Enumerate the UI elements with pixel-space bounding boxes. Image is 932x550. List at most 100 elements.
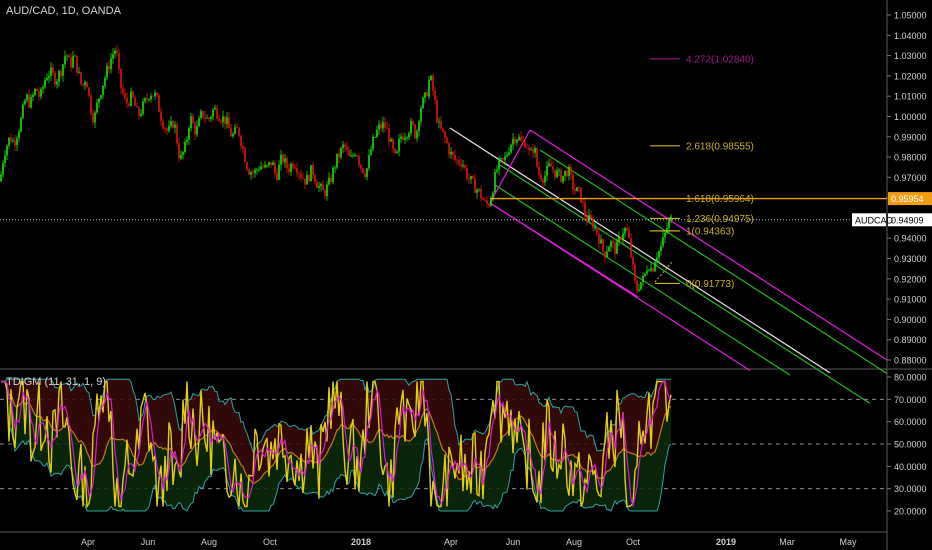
candle-body	[378, 124, 380, 130]
candle-body	[28, 94, 30, 108]
candle-body	[598, 233, 600, 244]
time-tick-label: Mar	[779, 537, 795, 547]
candle-body	[590, 214, 592, 219]
candle-body	[560, 169, 562, 182]
candle-body	[62, 64, 64, 76]
candle-body	[90, 95, 92, 114]
candle-body	[58, 70, 60, 82]
candle-body	[450, 151, 452, 155]
candle-body	[34, 88, 36, 95]
candle-body	[582, 202, 584, 204]
candle-body	[460, 163, 462, 166]
candle-body	[210, 116, 212, 119]
candle-body	[240, 135, 242, 147]
candle-body	[38, 91, 40, 97]
pitchfork-green-line	[539, 149, 888, 375]
candle-body	[452, 151, 454, 155]
candle-body	[420, 108, 422, 122]
candle-body	[658, 251, 660, 258]
candle-body	[234, 127, 236, 134]
candle-body	[328, 177, 330, 185]
candle-body	[408, 133, 410, 138]
price-tick-label: 0.89000	[894, 335, 927, 345]
candle-body	[16, 138, 18, 146]
candle-body	[26, 94, 28, 101]
candle-body	[296, 168, 298, 174]
candle-body	[116, 50, 118, 54]
candle-body	[620, 236, 622, 241]
candle-body	[506, 154, 508, 157]
tdi-lower-band	[1, 381, 672, 512]
candle-body	[604, 251, 606, 258]
candle-body	[74, 55, 76, 57]
candle-body	[530, 149, 532, 151]
candle-body	[198, 118, 200, 127]
candle-body	[286, 158, 288, 169]
candle-body	[440, 121, 442, 129]
candle-body	[102, 85, 104, 96]
candle-body	[330, 177, 332, 182]
alert-price-tag[interactable]	[888, 192, 932, 206]
candle-body	[594, 227, 596, 229]
candle-body	[124, 93, 126, 98]
fib-extension-drawing[interactable]: 4.272(1.02840) 2.618(0.98555) 1.618(0.9596…	[650, 54, 754, 290]
price-tick-label: 1.01000	[894, 92, 927, 102]
candle-body	[290, 164, 292, 172]
candle-body	[228, 117, 230, 128]
time-tick-label: Apr	[444, 537, 458, 547]
candle-body	[402, 136, 404, 140]
candle-body	[68, 55, 70, 58]
candle-body	[566, 170, 568, 177]
candle-body	[410, 121, 412, 134]
candle-body	[608, 246, 610, 252]
candle-body	[502, 158, 504, 160]
candle-body	[354, 155, 356, 157]
candle-body	[360, 165, 362, 169]
candle-body	[538, 166, 540, 175]
candle-body	[516, 139, 518, 143]
candle-body	[652, 268, 654, 272]
candle-body	[320, 184, 322, 187]
candle-body	[640, 282, 642, 290]
candle-body	[630, 237, 632, 257]
candle-body	[392, 138, 394, 149]
candle-body	[574, 189, 576, 192]
candle-body	[488, 204, 490, 206]
fib-level-label: 2.618(0.98555)	[686, 141, 754, 152]
last-price-tag[interactable]	[888, 213, 932, 227]
candle-body	[254, 169, 256, 174]
candle-body	[14, 140, 16, 146]
candle-body	[146, 98, 148, 100]
candle-body	[204, 116, 206, 119]
candle-body	[468, 178, 470, 180]
candle-body	[398, 138, 400, 152]
candle-body	[300, 174, 302, 178]
candle-body	[188, 128, 190, 140]
candle-body	[30, 96, 32, 108]
candle-body	[2, 163, 4, 175]
candle-body	[628, 230, 630, 238]
indicator-tick-label: 60.0000	[894, 417, 927, 427]
candle-body	[388, 128, 390, 142]
candle-body	[106, 65, 108, 78]
candle-body	[370, 149, 372, 155]
time-axis[interactable]: Apr Jun Aug Oct 2018 Apr Jun Aug Oct 2019 Mar May	[81, 537, 857, 547]
price-tick-label: 0.91000	[894, 295, 927, 305]
price-axis[interactable]: 1.05000 1.04000 1.03000 1.02000 1.01000 1.000…	[887, 11, 927, 517]
candle-body	[486, 200, 488, 205]
candle-body	[6, 145, 8, 156]
candle-body	[422, 97, 424, 109]
candle-body	[562, 175, 564, 182]
candle-body	[636, 280, 638, 291]
pitchfork-handle	[489, 129, 531, 204]
candle-body	[178, 143, 180, 159]
candle-body	[264, 165, 266, 168]
candle-body	[540, 174, 542, 180]
candle-body	[438, 121, 440, 123]
price-tick-label: 0.98000	[894, 153, 927, 163]
indicator-tick-label: 50.0000	[894, 440, 927, 450]
candle-body	[248, 169, 250, 175]
indicator-tick-label: 80.0000	[894, 373, 927, 383]
candle-body	[218, 118, 220, 122]
